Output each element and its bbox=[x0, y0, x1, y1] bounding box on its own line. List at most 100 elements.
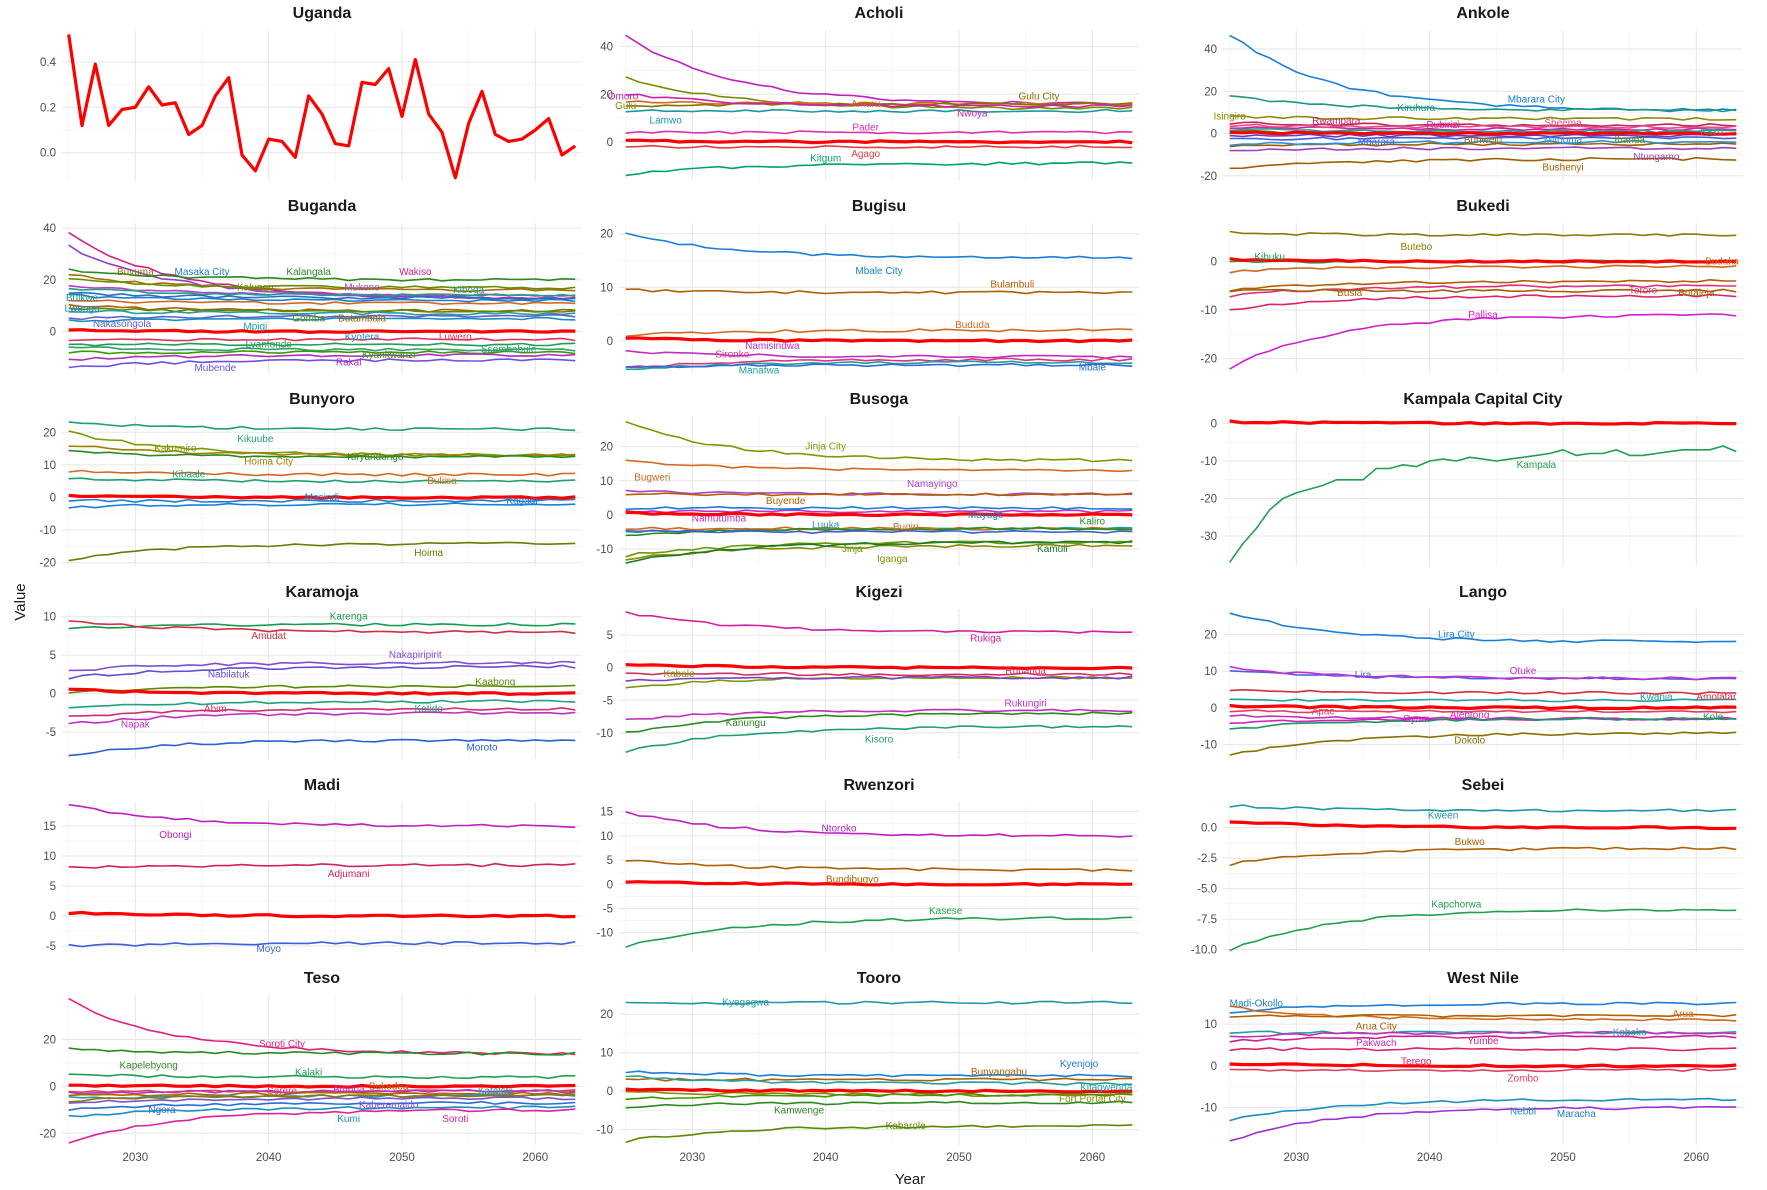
series-label: Bushenyi bbox=[1542, 162, 1583, 173]
series-nakapiripirit bbox=[68, 660, 576, 672]
y-tick-label: -20 bbox=[1200, 494, 1217, 506]
y-tick-label: -10 bbox=[1200, 305, 1217, 317]
series-madi-okollo bbox=[1229, 1001, 1737, 1014]
series-label: Arua bbox=[1672, 1009, 1694, 1020]
series-ntungamo bbox=[1229, 146, 1737, 152]
series-label: Butaleja bbox=[1678, 288, 1715, 299]
y-tick-label: 10 bbox=[43, 460, 56, 472]
y-tick-label: 0 bbox=[1211, 703, 1217, 715]
series-label: Kotido bbox=[414, 704, 443, 715]
series-label: Dokolo bbox=[1454, 736, 1486, 747]
series-kiboga bbox=[68, 287, 576, 298]
y-tick-label: 20 bbox=[43, 1035, 56, 1047]
panel-madi: Madi -5 0 5 10 15 Obongi Adjumani Moyo bbox=[43, 777, 582, 955]
series-apac bbox=[1229, 709, 1737, 714]
series-label: Zombo bbox=[1507, 1073, 1539, 1084]
series-abim bbox=[68, 707, 576, 717]
y-tick-label: 10 bbox=[600, 1048, 613, 1060]
series-kumi bbox=[68, 1105, 576, 1118]
series-label: Busia bbox=[1337, 288, 1362, 299]
series-label: Bunyangabu bbox=[971, 1067, 1027, 1078]
series-kamwenge bbox=[625, 1100, 1133, 1109]
series-label: Ibanda bbox=[1614, 135, 1645, 146]
series-namisindwa bbox=[625, 349, 1133, 359]
panel-rwenzori: Rwenzori -10 -5 0 5 10 15 Ntoroko Bundibugyo Kase… bbox=[596, 777, 1139, 952]
y-tick-label: 10 bbox=[600, 282, 613, 294]
series-label: Kaabong bbox=[475, 677, 515, 688]
series-kyenjojo bbox=[625, 1070, 1133, 1078]
series-label: Kole bbox=[1703, 712, 1723, 723]
series-buyende bbox=[625, 492, 1133, 497]
series-kitgum bbox=[625, 161, 1133, 177]
series-label: Madi-Okollo bbox=[1230, 998, 1284, 1009]
series-label: Lamwo bbox=[650, 115, 683, 126]
series-label: Ntoroko bbox=[821, 824, 856, 835]
panel-bunyoro: Bunyoro -20 -10 0 10 20 Kikuube Kakumiro Hoima C… bbox=[39, 391, 582, 570]
series-label: Rakai bbox=[336, 358, 362, 369]
panel-teso: Teso -20 0 20 2030 2040 2050 2060 Soroti City Kap… bbox=[39, 970, 582, 1164]
series-label: Bugweri bbox=[634, 472, 670, 483]
y-tick-label: 5 bbox=[607, 855, 613, 867]
series-label: Kitagwenda bbox=[1080, 1082, 1133, 1093]
panel-title: Lango bbox=[1459, 584, 1507, 601]
series-label: Hoima City bbox=[244, 457, 293, 468]
series-label: Iganga bbox=[877, 554, 908, 565]
series-label: Kasese bbox=[929, 906, 963, 917]
y-tick-label: 20 bbox=[1204, 630, 1217, 642]
panel-title: Ankole bbox=[1456, 5, 1509, 22]
y-tick-label: -10 bbox=[596, 728, 613, 740]
series-rakai bbox=[68, 353, 576, 361]
y-tick-label: 20 bbox=[43, 275, 56, 287]
series-label: Soroti City bbox=[259, 1039, 305, 1050]
series-napak bbox=[68, 711, 576, 725]
series-label: Mbarara City bbox=[1508, 95, 1565, 106]
series-region-average bbox=[68, 328, 576, 334]
y-tick-label: 10 bbox=[1204, 1019, 1217, 1031]
series-label: Budaka bbox=[1705, 257, 1739, 268]
series-label: Namisindwa bbox=[745, 341, 800, 352]
series-region-average bbox=[68, 1083, 576, 1089]
series-label: Kyenjojo bbox=[1060, 1059, 1099, 1070]
series-lyantonde bbox=[68, 342, 576, 347]
series-mbale bbox=[625, 362, 1133, 369]
panel-kampala-capital-city: Kampala Capital City -30 -20 -10 0 Kampala bbox=[1200, 391, 1743, 566]
series-gulu bbox=[625, 76, 1133, 111]
series-hoima bbox=[68, 541, 576, 562]
series-label: Buhweju bbox=[1464, 135, 1502, 146]
series-label: Amuru bbox=[851, 99, 880, 110]
series-label: Ntungamo bbox=[1633, 152, 1680, 163]
series-busia bbox=[1229, 279, 1737, 292]
panel-title: Bukedi bbox=[1456, 198, 1509, 215]
series-label: Kiruhura bbox=[1397, 103, 1435, 114]
series-label: Bundibugyo bbox=[826, 874, 879, 885]
series-label: Manafwa bbox=[739, 365, 780, 376]
series-label: Katakwi bbox=[478, 1086, 513, 1097]
series-label: Bukwo bbox=[1455, 837, 1485, 848]
series-region-average bbox=[625, 675, 1133, 682]
panel-title: Rwenzori bbox=[843, 777, 914, 794]
y-tick-label: -5 bbox=[46, 727, 56, 739]
x-tick-label: 2050 bbox=[389, 1152, 415, 1164]
series-label: Pallisa bbox=[1468, 310, 1498, 321]
series-kikuube bbox=[68, 421, 576, 432]
series-bundibugyo bbox=[625, 859, 1133, 872]
series-yumbe bbox=[1229, 1034, 1737, 1043]
series-kagadi bbox=[68, 502, 576, 509]
y-tick-label: 40 bbox=[1204, 44, 1217, 56]
panel-title: Bunyoro bbox=[289, 391, 355, 408]
series-kasese bbox=[625, 916, 1133, 948]
y-tick-label: -20 bbox=[39, 1128, 56, 1140]
series-label: Mubende bbox=[194, 363, 236, 374]
series-kitagwenda bbox=[625, 1075, 1133, 1086]
series-label: Bududa bbox=[955, 320, 990, 331]
series-label: Luuka bbox=[812, 520, 840, 531]
y-tick-label: 0 bbox=[50, 327, 56, 339]
series-zombo bbox=[1229, 1067, 1737, 1073]
series-label: Luwero bbox=[439, 332, 472, 343]
panel-title: Buganda bbox=[288, 198, 357, 215]
y-tick-label: 40 bbox=[43, 223, 56, 235]
series-label: Kibuku bbox=[1254, 252, 1285, 263]
series-bulambuli bbox=[625, 288, 1133, 295]
series-label: Serere bbox=[267, 1086, 297, 1097]
